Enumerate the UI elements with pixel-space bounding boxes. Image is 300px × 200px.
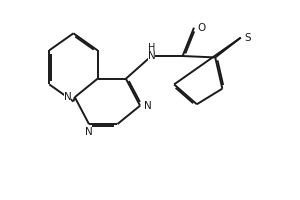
Text: N: N bbox=[85, 127, 93, 137]
Text: N: N bbox=[148, 51, 155, 61]
Text: O: O bbox=[197, 23, 206, 33]
Text: N: N bbox=[144, 101, 152, 111]
Text: H: H bbox=[148, 43, 155, 53]
Text: S: S bbox=[244, 33, 251, 43]
Text: N: N bbox=[64, 92, 71, 102]
